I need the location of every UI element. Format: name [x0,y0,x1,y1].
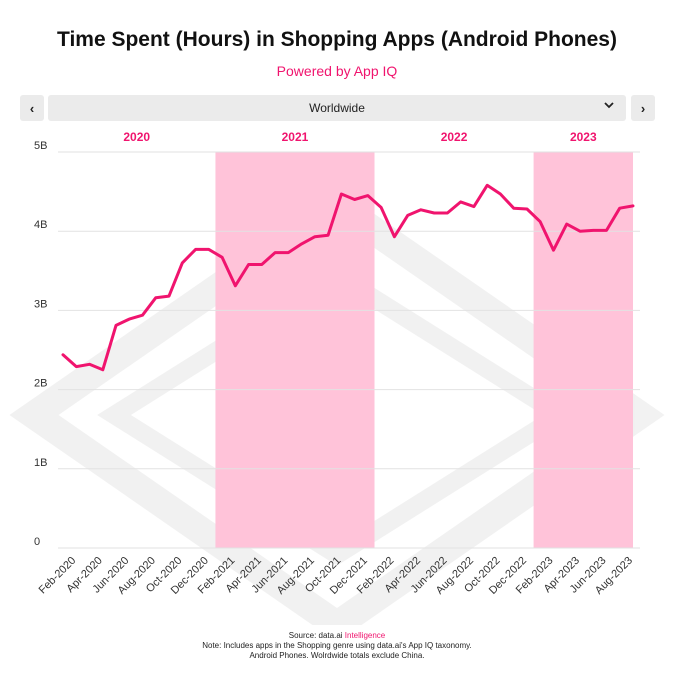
year-band-2021 [215,152,375,548]
year-label-2022: 2022 [441,130,468,144]
series-line [61,183,635,372]
previous-button[interactable]: ‹ [20,95,44,121]
y-tick-label: 3B [34,298,47,310]
chart-title: Time Spent (Hours) in Shopping Apps (And… [57,28,617,51]
note-line-2: Android Phones. Wolrdwide totals exclude… [249,651,425,660]
year-label-2023: 2023 [570,130,597,144]
y-tick-label: 4B [34,219,47,231]
chevron-right-icon: › [640,100,646,116]
source-link[interactable]: Intelligence [344,631,386,640]
y-tick-label: 2B [34,378,47,390]
chevron-down-icon [604,102,614,109]
source-prefix: Source: data.ai [288,631,345,640]
year-band-2023 [533,152,633,548]
y-tick-label: 1B [34,457,47,469]
note-line-1: Note: Includes apps in the Shopping genr… [202,641,472,650]
next-button[interactable]: › [631,95,655,121]
y-tick-label: 0 [34,536,40,548]
source-line: Source: data.ai Intelligence [0,631,674,641]
region-dropdown[interactable]: Worldwide [48,95,626,121]
y-tick-label: 5B [34,140,47,152]
chevron-left-icon: ‹ [29,100,35,116]
chart-subtitle: Powered by App IQ [276,63,398,79]
region-selected-value: Worldwide [309,101,365,115]
year-label-2021: 2021 [282,130,309,144]
year-label-2020: 2020 [123,130,150,144]
